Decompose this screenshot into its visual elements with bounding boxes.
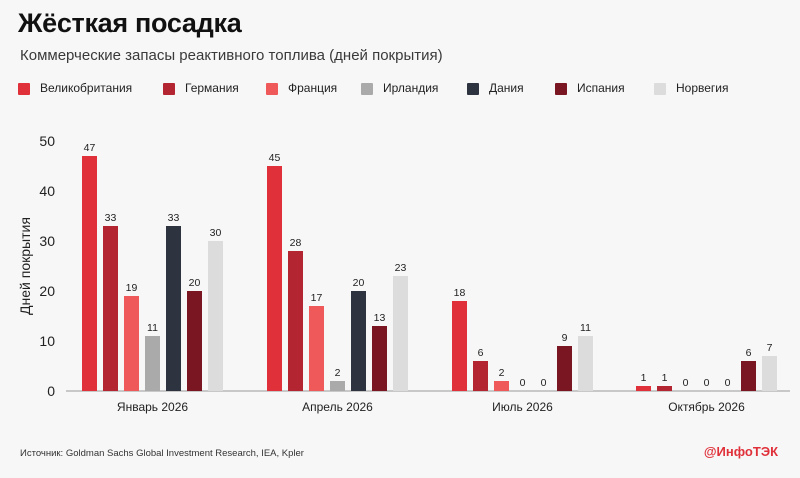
- bar-value-label: 6: [478, 347, 484, 359]
- legend-label: Норвегия: [676, 81, 729, 95]
- bar-value-label: 17: [311, 292, 323, 304]
- bar: [166, 226, 181, 391]
- legend-label: Франция: [288, 81, 338, 95]
- bar: [578, 336, 593, 391]
- bar-value-label: 18: [454, 287, 466, 299]
- brand-handle[interactable]: @ИнфоТЭК: [703, 444, 778, 459]
- legend-label: Великобритания: [40, 81, 133, 95]
- bar: [557, 346, 572, 391]
- x-tick-label: Июль 2026: [492, 400, 553, 414]
- bar: [452, 301, 467, 391]
- legend-label: Германия: [185, 81, 239, 95]
- legend-label: Ирландия: [383, 81, 439, 95]
- y-tick-label: 10: [39, 333, 55, 349]
- bar: [82, 156, 97, 391]
- bar-value-label: 9: [562, 332, 568, 344]
- legend-swatch: [266, 83, 278, 95]
- bar-value-label: 0: [541, 377, 547, 389]
- bar-value-label: 11: [580, 322, 591, 334]
- bar-value-label: 20: [189, 277, 201, 289]
- legend-swatch: [467, 83, 479, 95]
- legend-swatch: [163, 83, 175, 95]
- bar-value-label: 0: [704, 377, 710, 389]
- y-tick-label: 40: [39, 183, 55, 199]
- y-axis-label: Дней покрытия: [17, 217, 33, 315]
- bar-value-label: 11: [147, 322, 158, 334]
- bar-value-label: 7: [767, 342, 773, 354]
- bar: [741, 361, 756, 391]
- bar-value-label: 47: [84, 142, 96, 154]
- bar: [762, 356, 777, 391]
- legend-label: Дания: [489, 81, 524, 95]
- bar-value-label: 1: [662, 372, 668, 384]
- bar-value-label: 2: [499, 367, 505, 379]
- bar-value-label: 33: [168, 212, 180, 224]
- bar-value-label: 6: [746, 347, 752, 359]
- x-tick-label: Апрель 2026: [302, 400, 373, 414]
- x-tick-label: Октябрь 2026: [668, 400, 745, 414]
- y-tick-label: 50: [39, 133, 55, 149]
- bar: [309, 306, 324, 391]
- y-tick-label: 0: [47, 383, 55, 399]
- bar-value-label: 30: [210, 227, 222, 239]
- bar-value-label: 13: [374, 312, 386, 324]
- x-tick-label: Январь 2026: [117, 400, 188, 414]
- bar-value-label: 28: [290, 237, 302, 249]
- bar: [124, 296, 139, 391]
- bar: [267, 166, 282, 391]
- legend-swatch: [654, 83, 666, 95]
- bar: [351, 291, 366, 391]
- bar: [473, 361, 488, 391]
- legend-swatch: [18, 83, 30, 95]
- chart-subtitle: Коммерческие запасы реактивного топлива …: [20, 47, 443, 64]
- bar-value-label: 33: [105, 212, 117, 224]
- y-tick-label: 20: [39, 283, 55, 299]
- bar-value-label: 45: [269, 152, 281, 164]
- legend-label: Испания: [577, 81, 625, 95]
- bar-value-label: 19: [126, 282, 138, 294]
- legend-swatch: [555, 83, 567, 95]
- bar: [330, 381, 345, 391]
- y-tick-label: 30: [39, 233, 55, 249]
- bar-value-label: 23: [395, 262, 407, 274]
- bar-value-label: 0: [725, 377, 731, 389]
- bar: [494, 381, 509, 391]
- source-note: Источник: Goldman Sachs Global Investmen…: [20, 448, 304, 459]
- bar: [187, 291, 202, 391]
- legend-swatch: [361, 83, 373, 95]
- bar-value-label: 0: [520, 377, 526, 389]
- bar: [208, 241, 223, 391]
- bar-value-label: 1: [641, 372, 647, 384]
- bar: [636, 386, 651, 391]
- bar: [393, 276, 408, 391]
- chart-title: Жёсткая посадка: [18, 8, 242, 38]
- bar: [288, 251, 303, 391]
- bar: [145, 336, 160, 391]
- bar-value-label: 20: [353, 277, 365, 289]
- bar-value-label: 0: [683, 377, 689, 389]
- bar-value-label: 2: [335, 367, 341, 379]
- bar: [657, 386, 672, 391]
- bar: [372, 326, 387, 391]
- bar: [103, 226, 118, 391]
